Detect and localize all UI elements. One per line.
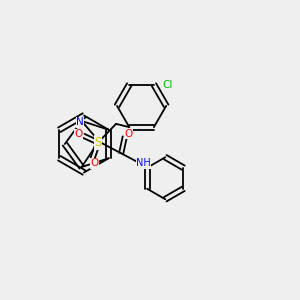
Text: NH: NH — [136, 158, 151, 168]
Text: S: S — [94, 136, 102, 149]
Text: O: O — [74, 129, 82, 140]
Text: O: O — [90, 158, 98, 169]
Text: Cl: Cl — [162, 80, 173, 90]
Text: O: O — [124, 129, 133, 139]
Text: N: N — [76, 117, 84, 128]
